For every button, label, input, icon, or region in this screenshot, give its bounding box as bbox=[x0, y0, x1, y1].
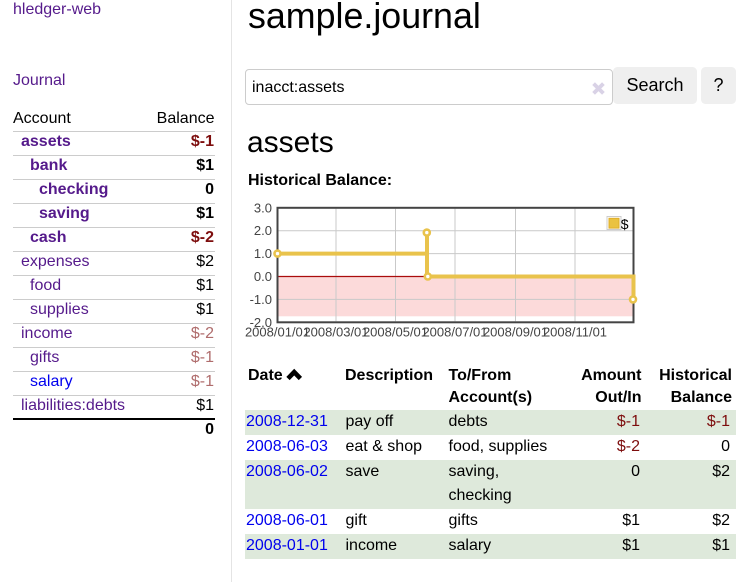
svg-text:2008/01/01: 2008/01/01 bbox=[245, 325, 310, 340]
svg-text:$: $ bbox=[621, 216, 629, 232]
svg-text:0.0: 0.0 bbox=[254, 269, 272, 284]
svg-text:2008/09/01: 2008/09/01 bbox=[483, 325, 548, 340]
svg-text:1.0: 1.0 bbox=[254, 246, 272, 261]
svg-text:2008/03/01: 2008/03/01 bbox=[303, 325, 368, 340]
svg-text:2008/11/01: 2008/11/01 bbox=[543, 325, 607, 340]
svg-text:-1.0: -1.0 bbox=[250, 292, 272, 307]
svg-text:3.0: 3.0 bbox=[254, 200, 272, 215]
svg-text:-2.0: -2.0 bbox=[250, 315, 272, 330]
svg-text:2.0: 2.0 bbox=[254, 223, 272, 238]
svg-text:2008/07/01: 2008/07/01 bbox=[422, 325, 487, 340]
svg-text:2008/05/01: 2008/05/01 bbox=[363, 325, 428, 340]
